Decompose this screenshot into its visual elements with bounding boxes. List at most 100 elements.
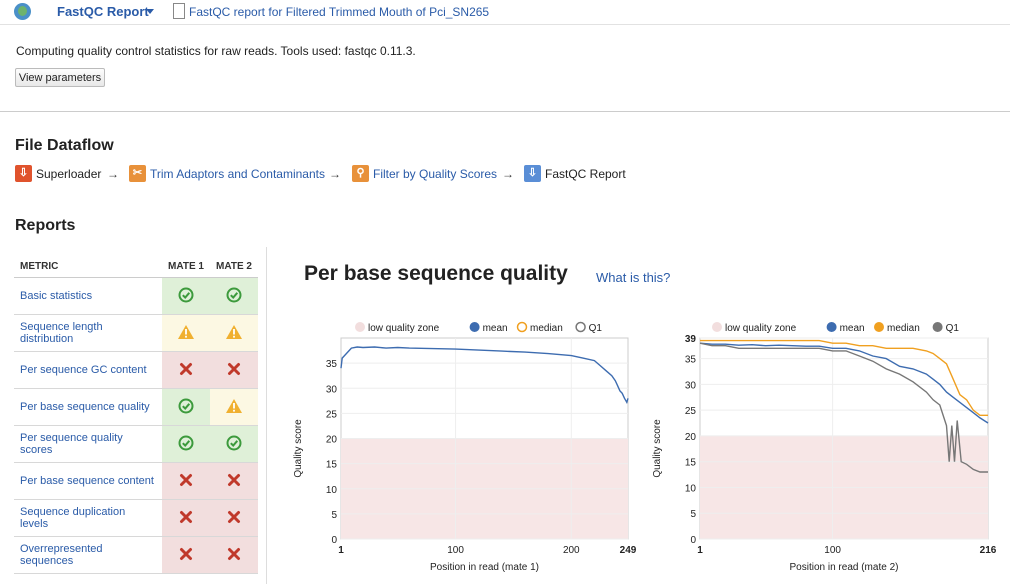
mate1-status (162, 314, 210, 352)
mate1-status (162, 351, 210, 389)
mate2-status (210, 462, 258, 500)
legend-label: mean (483, 323, 508, 334)
y-tick-label: 0 (690, 535, 696, 546)
view-parameters-button[interactable]: View parameters (15, 68, 105, 87)
metric-link[interactable]: Per base sequence quality (14, 388, 162, 426)
mate2-status (210, 388, 258, 426)
what-is-this-link[interactable]: What is this? (596, 270, 671, 285)
mate2-status (210, 536, 258, 574)
legend-swatch (932, 322, 943, 332)
legend-swatch (355, 322, 365, 332)
dataflow-step-2[interactable]: Trim Adaptors and Contaminants (150, 167, 325, 181)
metric-link[interactable]: Per sequence quality scores (14, 425, 162, 463)
y-tick-label: 20 (326, 435, 338, 446)
x-tick-label: 1 (338, 545, 344, 556)
mate1-status (162, 499, 210, 537)
table-row: Basic statistics (14, 277, 258, 315)
mate1-status (162, 536, 210, 574)
table-row: Overrepresented sequences (14, 536, 258, 574)
legend-label: median (530, 323, 563, 334)
col-mate2: MATE 2 (210, 255, 258, 278)
reports-heading: Reports (15, 217, 76, 234)
filter-icon: ⚲ (352, 165, 369, 182)
y-tick-label: 10 (326, 485, 338, 496)
metrics-table: METRIC MATE 1 MATE 2 Basic statistics Seq… (14, 255, 258, 574)
mate1-status (162, 462, 210, 500)
x-axis-label: Position in read (mate 1) (430, 562, 539, 573)
warning-icon (225, 398, 243, 417)
chevron-down-icon[interactable] (146, 9, 154, 14)
table-row: Sequence duplication levels (14, 499, 258, 537)
series-line-mean (340, 346, 629, 405)
warning-icon (225, 324, 243, 343)
y-tick-label: 15 (326, 460, 338, 471)
arrow-right-icon: → (107, 167, 119, 181)
x-icon (227, 510, 241, 527)
metric-link[interactable]: Sequence duplication levels (14, 499, 162, 537)
legend-label: median (887, 323, 920, 334)
y-tick-label: 5 (331, 510, 337, 521)
legend-label: Q1 (589, 323, 603, 334)
x-tick-label: 100 (824, 545, 841, 556)
description-text: Computing quality control statistics for… (16, 44, 416, 58)
mate2-status (210, 351, 258, 389)
x-tick-label: 1 (697, 545, 703, 556)
mate2-status (210, 314, 258, 352)
legend-label: mean (840, 323, 865, 334)
y-tick-label: 39 (685, 334, 697, 345)
metric-link[interactable]: Per sequence GC content (14, 351, 162, 389)
dataflow-step-4: FastQC Report (545, 167, 626, 181)
dataflow-heading: File Dataflow (15, 137, 114, 154)
legend-swatch (712, 322, 722, 332)
mate1-status (162, 388, 210, 426)
mate2-status (210, 499, 258, 537)
mate2-status (210, 277, 258, 315)
y-tick-label: 5 (690, 509, 696, 520)
y-tick-label: 15 (685, 458, 697, 469)
x-tick-label: 100 (447, 545, 464, 556)
warning-icon (177, 324, 195, 343)
x-icon (179, 362, 193, 379)
metric-link[interactable]: Sequence length distribution (14, 314, 162, 352)
app-name[interactable]: FastQC Report (57, 4, 149, 19)
fastqc-icon: ⇩ (524, 165, 541, 182)
plot-title: Per base sequence quality (304, 262, 568, 285)
check-circle-icon (226, 435, 242, 454)
mate1-status (162, 425, 210, 463)
legend-label: low quality zone (725, 323, 797, 334)
legend-swatch (516, 321, 528, 333)
series-line-q1 (699, 342, 988, 473)
legend-label: low quality zone (368, 323, 440, 334)
y-tick-label: 20 (685, 432, 697, 443)
panel-divider (266, 247, 267, 584)
x-icon (227, 547, 241, 564)
document-icon (173, 3, 185, 19)
legend-swatch (469, 322, 480, 332)
metric-link[interactable]: Basic statistics (14, 277, 162, 315)
chart-mate1: 0 5 10 15 20 25 30 35 1 100 200 249 Position in read… (293, 321, 637, 573)
legend-swatch (874, 322, 884, 332)
metric-link[interactable]: Overrepresented sequences (14, 536, 162, 574)
globe-logo-icon[interactable] (14, 3, 31, 20)
mate1-status (162, 277, 210, 315)
x-tick-label: 200 (563, 545, 580, 556)
dataflow-step-3[interactable]: Filter by Quality Scores (373, 167, 498, 181)
legend-label: Q1 (946, 323, 960, 334)
table-row: Per base sequence content (14, 462, 258, 500)
check-circle-icon (178, 287, 194, 306)
y-axis-label: Quality score (652, 419, 663, 478)
mate2-status (210, 425, 258, 463)
table-row: Sequence length distribution (14, 314, 258, 352)
check-circle-icon (178, 435, 194, 454)
series-line-mean (699, 342, 989, 424)
document-title-link[interactable]: FastQC report for Filtered Trimmed Mouth… (189, 5, 490, 19)
y-tick-label: 25 (685, 406, 697, 417)
y-tick-label: 25 (326, 409, 338, 420)
y-tick-label: 30 (326, 384, 338, 395)
x-icon (179, 547, 193, 564)
y-tick-label: 0 (331, 535, 337, 546)
x-tick-label: 216 (980, 545, 997, 556)
superloader-icon: ⇩ (15, 165, 32, 182)
top-bar: FastQC Report FastQC report for Filtered… (0, 0, 1010, 25)
metric-link[interactable]: Per base sequence content (14, 462, 162, 500)
